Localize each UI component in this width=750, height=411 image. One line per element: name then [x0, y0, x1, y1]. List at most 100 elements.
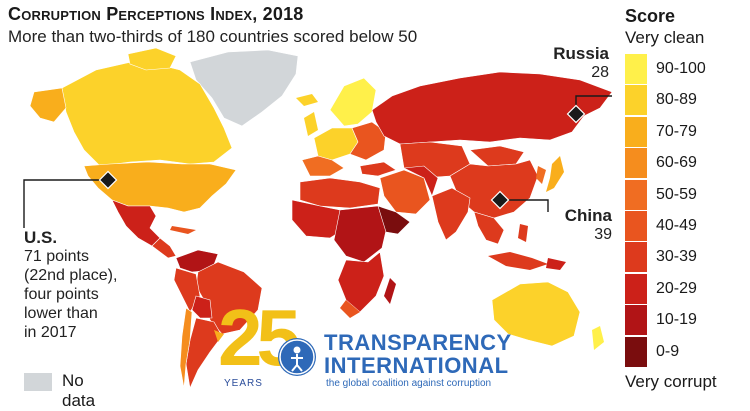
region-south-africa: [340, 300, 360, 318]
legend-item: 0-9: [625, 336, 740, 367]
region-cuba: [170, 226, 196, 234]
legend-item: 10-19: [625, 305, 740, 336]
region-se-asia: [473, 211, 505, 245]
callout-russia-name: Russia: [553, 44, 609, 63]
legend-label: 90-100: [656, 60, 706, 77]
no-data-label: No data: [62, 371, 96, 410]
legend-swatch: [625, 211, 647, 241]
region-north-africa: [299, 177, 381, 209]
map-subtitle: More than two-thirds of 180 countries sc…: [8, 27, 418, 46]
region-philippines: [518, 224, 528, 242]
map-title: Corruption Perceptions Index, 2018: [8, 4, 304, 25]
callout-china-score: 39: [594, 226, 612, 243]
legend-label: 80-89: [656, 91, 697, 109]
callout-us-line: in 2017: [24, 324, 77, 341]
logo-years: YEARS: [224, 378, 263, 389]
legend-swatch: [625, 179, 647, 210]
legend-swatch: [625, 54, 647, 84]
legend-title: Score: [625, 6, 676, 26]
region-india: [431, 187, 471, 241]
region-madagascar: [384, 278, 396, 304]
legend-item: 50-59: [625, 179, 740, 210]
region-southern-europe: [301, 155, 345, 177]
legend-top-label: Very clean: [625, 28, 705, 47]
callout-line-us: [23, 179, 108, 228]
region-bolivia: [191, 295, 213, 319]
region-chile: [179, 307, 193, 389]
legend-item: 70-79: [625, 116, 740, 147]
legend-swatch: [625, 273, 647, 304]
logo-name-line1: TRANSPARENCY: [324, 330, 512, 355]
region-china: [449, 159, 539, 219]
legend-swatch: [625, 305, 647, 336]
region-horn-africa: [377, 205, 411, 235]
legend-swatch: [625, 85, 647, 116]
region-usa: [83, 161, 237, 213]
legend-swatch: [625, 336, 647, 367]
legend-item: 80-89: [625, 85, 740, 116]
callout-us: U.S. 71 points (22nd place), four points…: [24, 228, 117, 342]
globe-icon: [278, 338, 316, 376]
legend-swatch: [625, 116, 647, 147]
region-new-zealand: [592, 326, 604, 350]
region-central-america: [151, 237, 177, 259]
callout-marker-china: [490, 190, 510, 210]
callout-us-line: four points: [24, 286, 99, 303]
map-title-year: , 2018: [252, 4, 304, 24]
legend-label: 60-69: [656, 154, 697, 172]
legend-label: 20-29: [656, 279, 697, 297]
legend-label: 10-19: [656, 311, 697, 329]
region-mongolia: [469, 145, 525, 167]
legend-item: 90-100: [625, 54, 740, 84]
callout-russia: Russia 28: [545, 44, 609, 82]
legend-label: 70-79: [656, 122, 697, 140]
legend-bottom-label: Very corrupt: [625, 372, 717, 391]
region-turkey: [359, 161, 397, 177]
legend-swatch: [625, 148, 647, 179]
region-southern-africa: [337, 251, 385, 313]
region-mexico: [111, 199, 161, 247]
legend-label: 30-39: [656, 248, 697, 266]
region-brazil: [195, 261, 263, 335]
callout-china: China 39: [556, 206, 612, 244]
region-japan: [546, 156, 564, 192]
region-canada-islands: [127, 47, 177, 71]
legend-item: 20-29: [625, 273, 740, 304]
region-iran: [402, 165, 439, 197]
region-scandinavia: [329, 77, 377, 127]
region-western-europe: [313, 127, 359, 161]
region-uruguay: [214, 330, 224, 342]
region-middle-east: [379, 169, 431, 215]
region-korea: [536, 166, 546, 184]
legend-label: 0-9: [656, 342, 680, 360]
region-eastern-europe: [349, 121, 387, 161]
callout-us-name: U.S.: [24, 228, 58, 247]
region-uk: [304, 112, 318, 136]
no-data-swatch: [24, 373, 52, 391]
legend-swatch: [625, 242, 647, 273]
callout-china-name: China: [564, 206, 612, 225]
legend-item: 30-39: [625, 242, 740, 273]
logo-tagline: the global coalition against corruption: [326, 378, 492, 389]
region-greenland: [189, 49, 299, 127]
region-indonesia: [488, 252, 548, 270]
region-papua: [546, 258, 566, 270]
map-title-main: Corruption Perceptions Index: [8, 4, 253, 24]
region-australia: [491, 281, 581, 347]
callout-marker-russia: [566, 104, 586, 124]
region-iceland: [296, 94, 318, 106]
legend-label: 50-59: [656, 185, 697, 203]
callout-us-line: 71 points: [24, 248, 89, 265]
callout-marker-us: [98, 170, 118, 190]
region-alaska: [29, 87, 67, 123]
region-argentina: [185, 317, 223, 390]
transparency-international-logo: 25 YEARS TRANSPARENCY INTERNATIONAL the …: [218, 298, 538, 398]
callout-us-line: lower than: [24, 305, 98, 322]
legend-label: 40-49: [656, 217, 697, 234]
logo-name-line2: INTERNATIONAL: [324, 353, 509, 378]
legend-item: 60-69: [625, 148, 740, 179]
callout-russia-score: 28: [591, 64, 609, 81]
callout-line-china: [500, 199, 549, 212]
callout-us-line: (22nd place),: [24, 267, 118, 284]
